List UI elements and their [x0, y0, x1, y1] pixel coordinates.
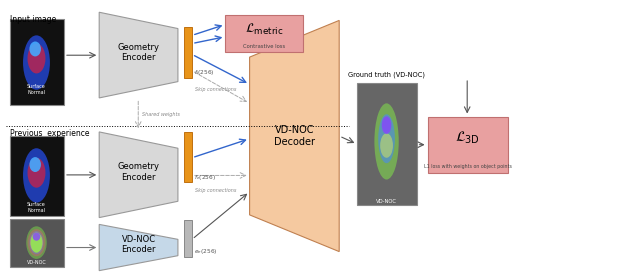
Text: $e_e(256)$: $e_e(256)$ [194, 248, 218, 256]
Ellipse shape [29, 157, 41, 172]
Text: Geometry
Encoder: Geometry Encoder [118, 162, 159, 182]
Polygon shape [99, 132, 178, 218]
Text: Skip connections: Skip connections [195, 87, 237, 92]
Ellipse shape [26, 226, 47, 259]
Text: VD-NOC: VD-NOC [27, 260, 46, 265]
Text: VD-NOC: VD-NOC [376, 199, 397, 204]
Text: $\mathcal{L}_{\mathrm{3D}}$: $\mathcal{L}_{\mathrm{3D}}$ [455, 130, 480, 146]
Ellipse shape [31, 232, 42, 253]
Ellipse shape [30, 233, 43, 252]
Ellipse shape [28, 229, 45, 256]
Ellipse shape [23, 148, 50, 203]
Text: Input image: Input image [10, 15, 56, 24]
Bar [357, 83, 417, 205]
Ellipse shape [378, 114, 395, 163]
Text: VD-NOC
Decoder: VD-NOC Decoder [274, 125, 315, 147]
Text: Shared weights: Shared weights [142, 112, 180, 117]
Ellipse shape [374, 103, 399, 180]
Text: Contrastive loss: Contrastive loss [243, 44, 285, 49]
Ellipse shape [23, 35, 50, 90]
Ellipse shape [29, 231, 44, 254]
Ellipse shape [29, 42, 41, 57]
Text: L1 loss with weights on object points: L1 loss with weights on object points [424, 165, 511, 169]
Text: Surface
Normal: Surface Normal [27, 84, 46, 95]
Bar [184, 220, 192, 257]
Polygon shape [250, 20, 339, 252]
Ellipse shape [28, 44, 45, 73]
Text: Ground truth (VD-NOC): Ground truth (VD-NOC) [348, 72, 425, 78]
Ellipse shape [381, 116, 392, 134]
Text: Skip connections: Skip connections [195, 188, 237, 193]
Bar [225, 15, 303, 52]
Bar [184, 27, 192, 78]
Text: $f_i(256)$: $f_i(256)$ [194, 68, 214, 77]
Text: Geometry
Encoder: Geometry Encoder [118, 43, 159, 62]
Text: VD-NOC
Encoder: VD-NOC Encoder [122, 235, 156, 255]
Ellipse shape [28, 158, 45, 188]
Bar [10, 136, 64, 216]
Bar [428, 117, 508, 173]
Text: $f_e(256)$: $f_e(256)$ [194, 173, 216, 182]
Bar [10, 19, 64, 105]
Ellipse shape [380, 133, 393, 158]
Polygon shape [99, 224, 178, 271]
Bar [10, 219, 64, 267]
Text: Previous  experience: Previous experience [10, 129, 89, 138]
Text: Surface
Normal: Surface Normal [27, 202, 46, 213]
Polygon shape [99, 12, 178, 98]
Text: $\mathcal{L}_{\mathrm{metric}}$: $\mathcal{L}_{\mathrm{metric}}$ [245, 22, 284, 37]
Bar [184, 132, 192, 182]
Ellipse shape [33, 233, 40, 241]
